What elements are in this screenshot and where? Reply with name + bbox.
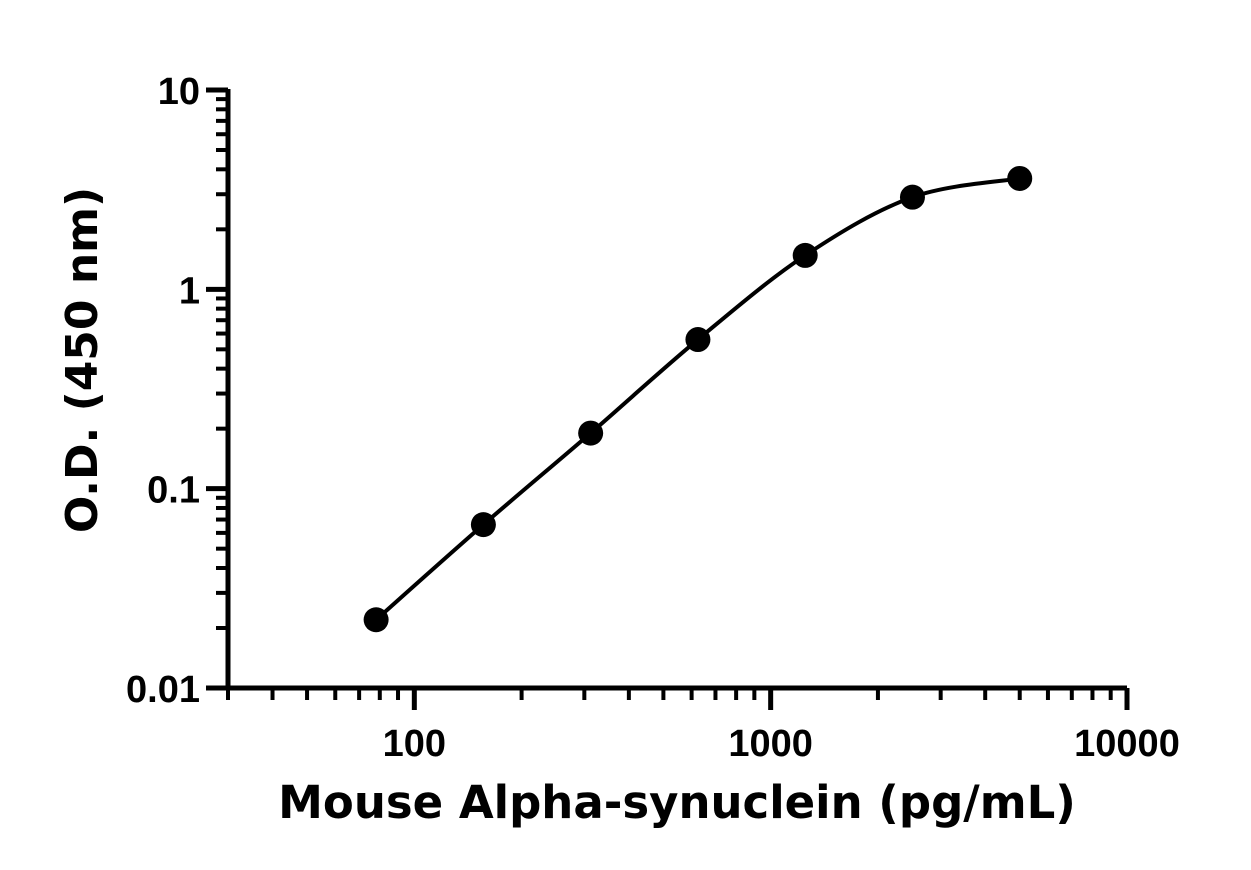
y-tick-label: 10 [158,71,200,113]
tick-labels: 0.01 0.1 1 10 100 1000 10000 [126,71,1180,765]
y-tick-label: 1 [179,270,200,312]
fit-curve-layer [374,176,1021,622]
data-point [792,242,818,268]
data-points [363,165,1033,633]
axes [206,87,1130,710]
data-point [578,420,604,446]
x-tick-label: 1000 [728,723,813,765]
y-tick-label: 0.1 [147,470,200,512]
data-point [470,512,496,538]
data-point [685,327,711,353]
y-axis-title: O.D. (450 nm) [57,187,108,533]
data-point [363,607,389,633]
y-tick-label: 0.01 [126,669,200,711]
x-axis-title: Mouse Alpha-synuclein (pg/mL) [278,776,1076,829]
data-point [899,184,925,210]
data-point [1007,165,1033,191]
x-tick-label: 10000 [1074,723,1180,765]
fit-curve [374,176,1021,622]
x-tick-label: 100 [383,723,446,765]
